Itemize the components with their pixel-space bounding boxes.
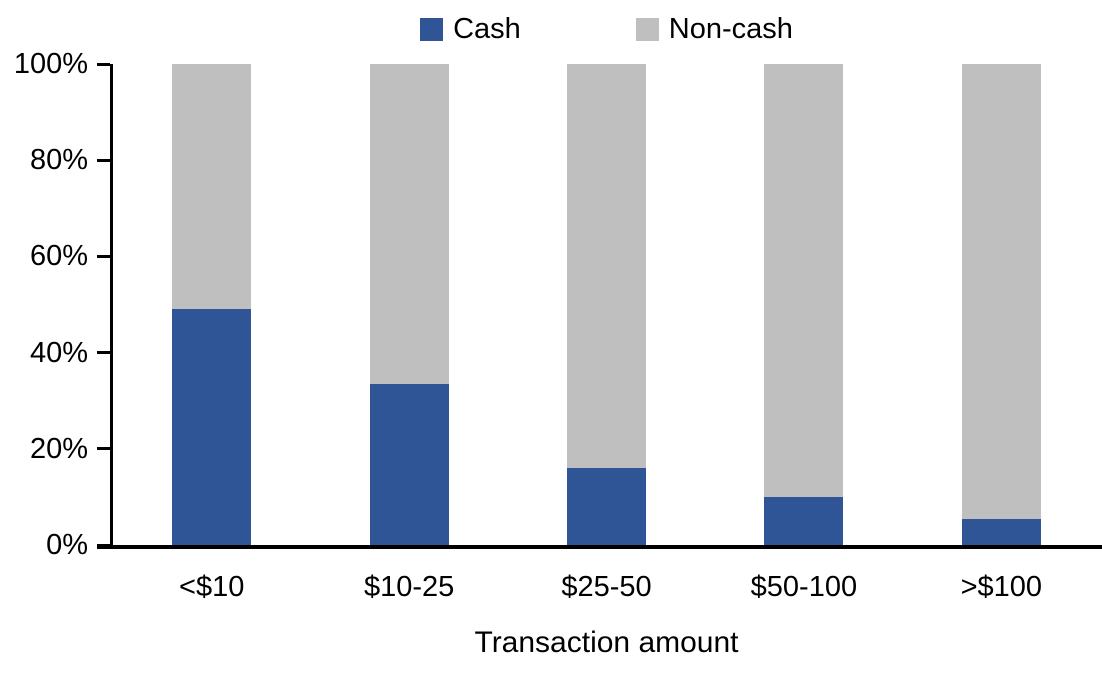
bar-segment-cash [764, 496, 844, 545]
y-axis-tick-label: 20% [29, 432, 88, 465]
cash-legend-swatch-icon [420, 17, 444, 41]
bar-segment-non-cash [567, 64, 646, 469]
x-axis-category-label: <$10 [179, 571, 245, 603]
x-axis-title: Transaction amount [474, 626, 739, 659]
bar-segment-cash [172, 309, 252, 545]
x-axis-category-label: $50-100 [750, 571, 858, 603]
plot-area [97, 62, 1100, 547]
bar-segment-non-cash [369, 64, 449, 384]
bar-segment-non-cash [172, 64, 252, 310]
y-axis-tick [97, 62, 110, 66]
y-axis-tick [97, 447, 110, 451]
bar-segment-cash [567, 468, 646, 545]
y-axis-tick-label: 100% [13, 48, 88, 80]
y-axis-line [110, 64, 113, 545]
y-axis-tick [97, 351, 110, 355]
y-axis-tick-label: 80% [29, 144, 88, 177]
y-axis-tick-label: 0% [46, 529, 88, 561]
legend-item-non-cash: Non-cash [635, 12, 793, 46]
x-axis-category-label: $25-50 [561, 571, 652, 603]
y-axis-tick-labels: 0% 20% 40% 60% 80% 100% [0, 48, 88, 561]
x-axis-category-label: $10-25 [363, 571, 455, 603]
bar-segment-cash [369, 383, 449, 545]
y-axis-tick [97, 254, 110, 258]
x-axis-category-label: >$100 [960, 571, 1043, 603]
x-axis-line [97, 545, 1102, 549]
y-axis-tick [97, 158, 110, 162]
y-axis-tick-label: 40% [29, 336, 88, 369]
legend-item-cash: Cash [420, 12, 521, 46]
non-cash-legend-label: Non-cash [668, 13, 793, 45]
cash-legend-label: Cash [453, 13, 521, 45]
bar-segment-non-cash [961, 64, 1041, 519]
non-cash-legend-swatch-icon [635, 17, 659, 41]
bar-segment-non-cash [764, 64, 844, 497]
chart-legend: Cash Non-cash [113, 12, 1100, 46]
bar-segment-cash [961, 518, 1041, 545]
x-axis-category-labels: <$10 $10-25 $25-50 $50-100 >$100 [0, 571, 1102, 607]
y-axis-tick-label: 60% [29, 240, 88, 273]
